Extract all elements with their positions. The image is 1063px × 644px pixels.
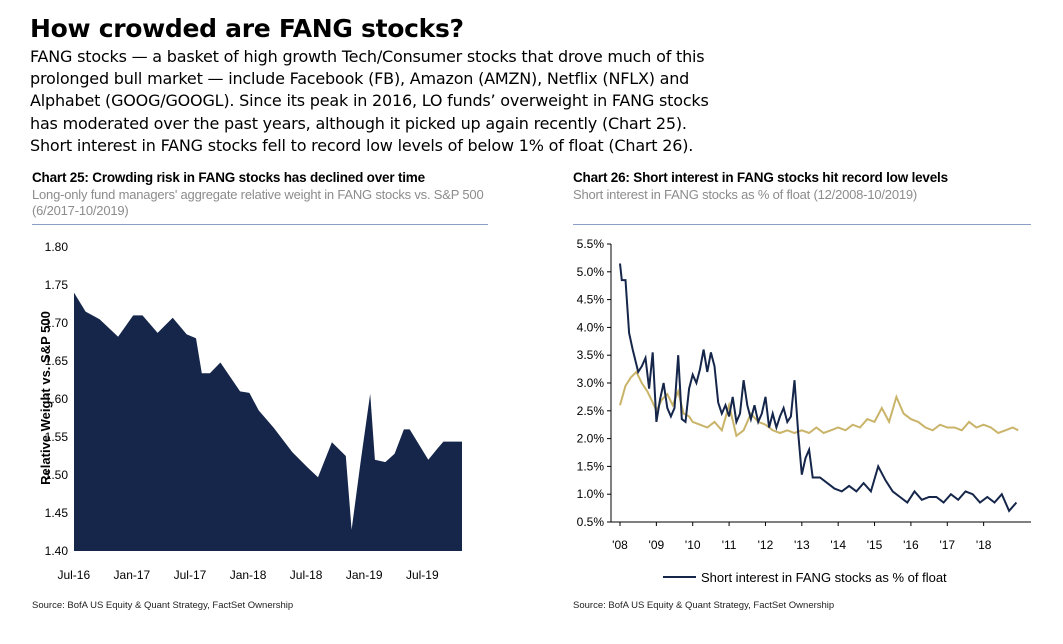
chart25-y-tick-label: 1.50 bbox=[45, 468, 69, 482]
chart26-source: Source: BofA US Equity & Quant Strategy,… bbox=[573, 600, 835, 611]
chart25-y-tick-label: 1.55 bbox=[45, 430, 69, 444]
chart25-y-tick-label: 1.60 bbox=[45, 392, 69, 406]
chart25-subtitle: Long-only fund managers' aggregate relat… bbox=[32, 187, 484, 218]
chart25-rule bbox=[32, 224, 488, 225]
chart25-ylabel: Relative Weight vs. S&P 500 bbox=[38, 311, 53, 485]
chart25-x-tick-label: Jul-17 bbox=[174, 568, 207, 582]
chart25-y-tick-label: 1.45 bbox=[45, 506, 69, 520]
chart25-source: Source: BofA US Equity & Quant Strategy,… bbox=[32, 600, 294, 611]
chart26-rule bbox=[573, 224, 1031, 225]
chart26-title: Chart 26: Short interest in FANG stocks … bbox=[573, 170, 948, 185]
chart25-y-tick-label: 1.40 bbox=[45, 544, 69, 558]
chart25-y-tick-label: 1.70 bbox=[45, 316, 69, 330]
chart25-y-tick-label: 1.80 bbox=[45, 240, 69, 254]
chart25-y-tick-label: 1.75 bbox=[45, 278, 69, 292]
chart25-x-tick-label: Jul-19 bbox=[406, 568, 439, 582]
chart25-area bbox=[74, 292, 462, 551]
intro-paragraph: FANG stocks — a basket of high growth Te… bbox=[30, 47, 709, 155]
chart25-x-tick-label: Jul-16 bbox=[57, 568, 90, 582]
chart25-x-tick-label: Jul-18 bbox=[290, 568, 323, 582]
chart25-y-tick-label: 1.65 bbox=[45, 354, 69, 368]
chart25-title: Chart 25: Crowding risk in FANG stocks h… bbox=[32, 170, 425, 185]
chart26-subtitle: Short interest in FANG stocks as % of fl… bbox=[573, 187, 918, 202]
chart25-x-tick-label: Jan-17 bbox=[114, 568, 151, 582]
chart25-x-tick-label: Jan-18 bbox=[230, 568, 267, 582]
page-title: How crowded are FANG stocks? bbox=[30, 14, 464, 43]
chart25-x-tick-label: Jan-19 bbox=[346, 568, 383, 582]
